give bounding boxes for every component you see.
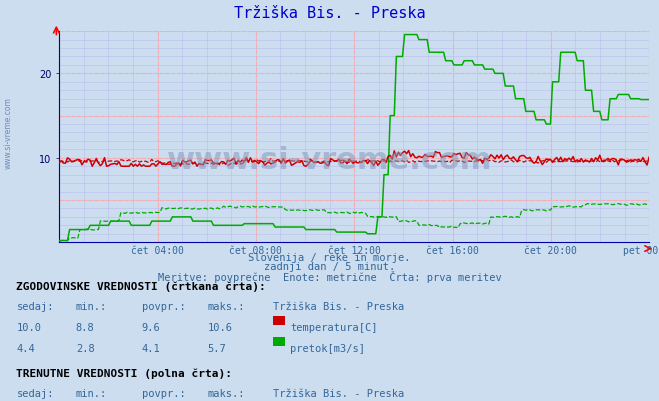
Text: povpr.:: povpr.: <box>142 302 185 312</box>
Text: Tržiška Bis. - Preska: Tržiška Bis. - Preska <box>273 388 405 398</box>
Text: 10.6: 10.6 <box>208 322 233 332</box>
Text: čet 04:00: čet 04:00 <box>131 245 184 255</box>
Text: čet 12:00: čet 12:00 <box>328 245 381 255</box>
Text: 10.0: 10.0 <box>16 322 42 332</box>
Text: pet 00:00: pet 00:00 <box>623 245 659 255</box>
Text: www.si-vreme.com: www.si-vreme.com <box>167 146 492 175</box>
Text: 5.7: 5.7 <box>208 343 226 353</box>
Text: Meritve: povprečne  Enote: metrične  Črta: prva meritev: Meritve: povprečne Enote: metrične Črta:… <box>158 270 501 282</box>
Text: www.si-vreme.com: www.si-vreme.com <box>3 97 13 168</box>
Text: 4.4: 4.4 <box>16 343 35 353</box>
Text: min.:: min.: <box>76 388 107 398</box>
Text: Tržiška Bis. - Preska: Tržiška Bis. - Preska <box>273 302 405 312</box>
Text: 2.8: 2.8 <box>76 343 94 353</box>
Text: zadnji dan / 5 minut.: zadnji dan / 5 minut. <box>264 261 395 271</box>
Text: sedaj:: sedaj: <box>16 388 54 398</box>
Text: min.:: min.: <box>76 302 107 312</box>
Text: čet 08:00: čet 08:00 <box>229 245 282 255</box>
Text: pretok[m3/s]: pretok[m3/s] <box>290 343 365 353</box>
Text: sedaj:: sedaj: <box>16 302 54 312</box>
Text: maks.:: maks.: <box>208 302 245 312</box>
Text: temperatura[C]: temperatura[C] <box>290 322 378 332</box>
Text: 9.6: 9.6 <box>142 322 160 332</box>
Text: maks.:: maks.: <box>208 388 245 398</box>
Text: povpr.:: povpr.: <box>142 388 185 398</box>
Text: Tržiška Bis. - Preska: Tržiška Bis. - Preska <box>234 6 425 21</box>
Text: TRENUTNE VREDNOSTI (polna črta):: TRENUTNE VREDNOSTI (polna črta): <box>16 367 233 378</box>
Text: ZGODOVINSKE VREDNOSTI (črtkana črta):: ZGODOVINSKE VREDNOSTI (črtkana črta): <box>16 281 266 291</box>
Text: Slovenija / reke in morje.: Slovenija / reke in morje. <box>248 253 411 263</box>
Text: čet 16:00: čet 16:00 <box>426 245 479 255</box>
Text: 4.1: 4.1 <box>142 343 160 353</box>
Text: 8.8: 8.8 <box>76 322 94 332</box>
Text: čet 20:00: čet 20:00 <box>525 245 577 255</box>
